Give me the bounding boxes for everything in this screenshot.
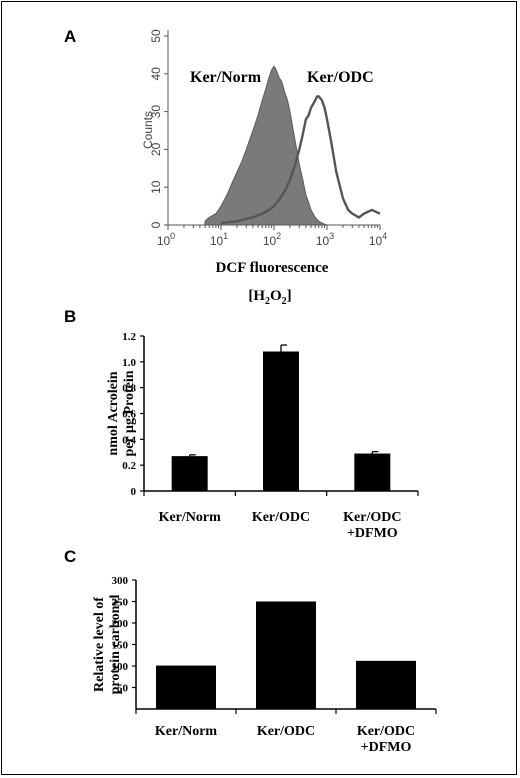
y-tick-label: 0.8 — [122, 383, 136, 395]
category-label: +DFMO — [347, 526, 398, 541]
y-axis-label-line-1: Relative level of — [92, 597, 107, 692]
y-tick-label: 40 — [149, 67, 163, 81]
category-label: Ker/ODC — [257, 724, 315, 739]
category-label: Ker/Norm — [159, 510, 222, 525]
x-tick-label: 102 — [263, 231, 281, 248]
x-tick-label: 101 — [210, 231, 228, 248]
y-axis-label: Counts — [141, 111, 155, 149]
series-label-ker-odc: Ker/ODC — [307, 69, 374, 86]
y-tick-label: 100 — [112, 661, 129, 673]
panel-letter-b: B — [64, 307, 76, 326]
panel-letter-c: C — [64, 547, 76, 566]
x-tick-label: 103 — [316, 231, 334, 248]
x-tick-label: 104 — [369, 231, 387, 248]
y-tick-label: 200 — [112, 618, 129, 630]
series-line-1 — [220, 95, 381, 225]
panel-a-histogram: 0 10 20 30 40 50 100 101 102 103 104 Counts DCF fluo… — [141, 29, 387, 307]
series-area-0 — [204, 65, 328, 226]
bar — [171, 456, 208, 491]
bar — [263, 351, 299, 491]
y-tick-label: 0.2 — [122, 460, 136, 472]
bar — [354, 453, 391, 491]
y-tick-label: 1.0 — [122, 357, 136, 369]
bar — [156, 665, 216, 709]
y-tick-label: 30 — [149, 105, 163, 119]
x-tick-label: 100 — [157, 231, 175, 248]
panel-letter-a: A — [64, 27, 76, 46]
series-label-ker-norm: Ker/Norm — [190, 69, 262, 86]
y-tick-label: 1.2 — [122, 331, 136, 343]
y-axis-label-line-2: per µg Protein — [122, 370, 137, 456]
y-tick-label: 50 — [117, 683, 129, 695]
x-axis-sublabel: [H2O2] — [248, 288, 291, 307]
y-tick-label: 0.4 — [122, 434, 136, 446]
bar — [356, 660, 416, 709]
y-axis-label-line-1: nmol Acrolein — [106, 371, 121, 455]
category-label: +DFMO — [361, 740, 412, 755]
category-label: Ker/Norm — [155, 724, 218, 739]
y-tick-label: 10 — [149, 180, 163, 194]
x-axis-label: DCF fluorescence — [216, 260, 329, 276]
y-tick-label: 0 — [131, 486, 137, 498]
panel-b-bar-chart: 0 0.2 0.4 0.6 0.8 1.0 1.2 Ker/Norm Ker/ODC Ker/OD… — [106, 331, 419, 541]
y-tick-label: 0.6 — [122, 409, 136, 421]
y-tick-label: 20 — [149, 142, 163, 156]
y-tick-label: 250 — [112, 597, 129, 609]
category-label: Ker/ODC — [357, 724, 415, 739]
bar — [256, 601, 316, 709]
y-tick-label: 0 — [149, 221, 163, 228]
category-label: Ker/ODC — [252, 510, 310, 525]
y-tick-label: 50 — [149, 29, 163, 43]
category-label: Ker/ODC — [343, 510, 401, 525]
y-axis-label-line-2: protein carbonyl — [108, 595, 123, 695]
y-tick-label: 300 — [112, 575, 129, 587]
y-tick-label: 150 — [112, 640, 129, 652]
